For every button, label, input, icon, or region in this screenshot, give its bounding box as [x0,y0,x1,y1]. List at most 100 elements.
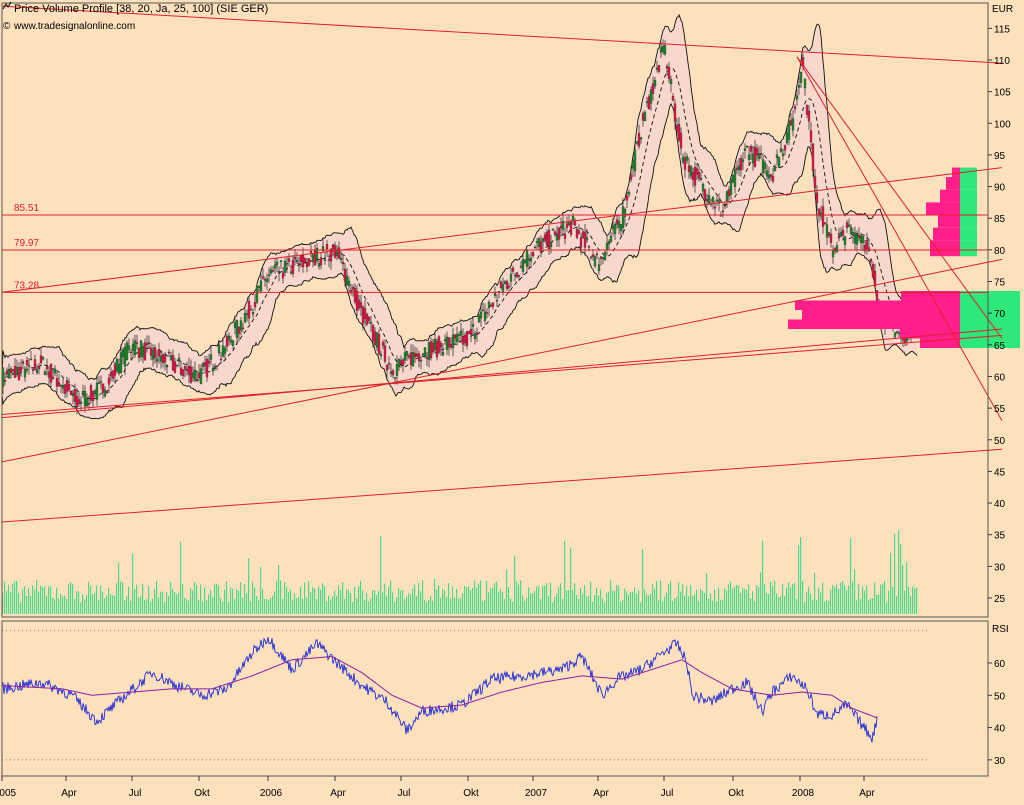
candle-body [823,222,827,224]
candle-body [567,222,571,225]
volume-bar [734,586,736,614]
candle-body [77,399,81,404]
candle-body [341,262,345,265]
date-tick-label: Okt [194,788,210,799]
date-tick-label: 2008 [792,788,815,799]
candle-body [651,83,655,94]
volume-bar [334,590,336,614]
candle-body [741,159,745,162]
volume-bar [342,582,344,614]
volume-bar [852,581,854,614]
volume-bar [58,598,60,614]
candle-body [285,263,289,265]
volume-bar [176,594,178,614]
candle-body [621,206,625,228]
volume-bar [272,595,274,614]
volume-bar [316,598,318,614]
volume-bar [756,585,758,614]
profile-pink-bar [795,300,960,310]
volume-bar [424,600,426,614]
candle-body [13,366,17,378]
volume-bar [624,588,626,614]
volume-bar [656,581,658,614]
candle-body [575,228,579,238]
volume-bar [432,600,434,614]
volume-bar [444,590,446,614]
volume-bar [680,591,682,614]
volume-bar [844,585,846,614]
volume-bar [356,598,358,614]
volume-bar [134,588,136,614]
candle-body [287,258,291,262]
volume-bar [266,598,268,614]
volume-bar [752,591,754,614]
volume-bar [278,565,280,614]
candle-body [695,168,699,175]
volume-bar [722,599,724,614]
volume-bar [478,583,480,614]
candle-body [503,281,507,285]
volume-bar [378,591,380,614]
volume-bar [718,588,720,614]
volume-bar [202,601,204,614]
volume-bar [596,587,598,614]
volume-bar [82,594,84,614]
candle-body [293,256,297,260]
candle-body [517,275,521,277]
candle-body [433,339,437,350]
volume-bar [508,587,510,614]
candle-body [141,346,145,358]
volume-bar [524,600,526,614]
candle-body [725,191,729,201]
volume-bar [780,596,782,614]
volume-bar [436,589,438,614]
profile-pink-bar [933,227,960,241]
volume-bar [116,583,118,614]
volume-bar [504,598,506,614]
volume-bar [214,583,216,614]
candle-body [511,267,515,272]
candle-body [109,372,113,377]
volume-bar [294,593,296,614]
candle-body [815,192,819,203]
candle-body [481,309,485,311]
candle-body [239,320,243,331]
volume-bar [340,590,342,614]
price-tick-label: 115 [994,24,1010,35]
candle-body [249,309,253,311]
candle-body [501,284,505,292]
unit-label: EUR [992,4,1013,15]
volume-bar [880,584,882,614]
candle-body [783,145,787,151]
volume-bar [690,585,692,614]
candle-body [451,334,455,349]
volume-bar [458,598,460,614]
candle-body [149,347,153,356]
volume-bar [628,594,630,614]
candle-body [97,382,101,384]
candle-body [803,78,807,89]
candle-body [369,321,373,324]
candle-body [735,167,739,170]
volume-bar [148,585,150,614]
volume-bar [878,594,880,614]
volume-bar [234,598,236,614]
volume-bar [310,591,312,614]
price-tick-label: 40 [994,499,1006,510]
candle-body [843,236,847,245]
volume-bar [574,583,576,614]
candle-body [861,236,865,243]
volume-bar [448,583,450,614]
candle-body [663,45,667,55]
volume-bar [832,584,834,614]
volume-bar [112,594,114,614]
candle-body [633,149,637,172]
candle-body [611,225,615,229]
candle-body [419,360,423,362]
volume-bar [380,536,382,614]
volume-bar [106,595,108,614]
candle-body [411,352,415,367]
volume-bar [64,595,66,614]
candle-body [671,96,675,101]
volume-bar [490,588,492,614]
